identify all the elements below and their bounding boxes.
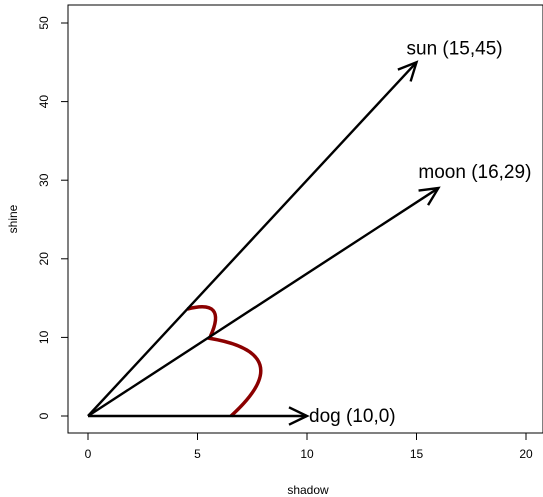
y-axis: 0 10 20 30 40 50 <box>37 16 69 419</box>
y-tick-label: 20 <box>37 252 51 266</box>
x-tick-label: 5 <box>194 447 201 461</box>
y-tick-label: 50 <box>37 16 51 30</box>
moon-vector-label: moon (16,29) <box>418 162 531 183</box>
dog-vector-label: dog (10,0) <box>309 406 396 427</box>
moon-vector-line <box>87 187 440 418</box>
x-tick-label: 15 <box>410 447 424 461</box>
moon-arrowhead <box>418 186 441 206</box>
y-tick-label: 40 <box>37 95 51 109</box>
x-tick-label: 20 <box>519 447 533 461</box>
x-axis: 0 5 10 15 20 <box>85 432 533 461</box>
sun-arrowhead <box>397 60 419 82</box>
sun-vector-line <box>87 61 418 417</box>
angle-arcs <box>186 304 263 418</box>
plot-frame <box>67 4 543 434</box>
y-tick-label: 0 <box>37 412 51 419</box>
y-tick-label: 30 <box>37 173 51 187</box>
angle-arc-moon-dog <box>207 336 263 418</box>
angle-arc-sun-moon <box>186 304 218 338</box>
sun-vector-label: sun (15,45) <box>407 38 503 59</box>
dog-arrowhead <box>288 406 310 426</box>
y-axis-title: shine <box>6 204 20 233</box>
x-tick-label: 10 <box>300 447 314 461</box>
vectors: sun (15,45) moon (16,29) dog (10,0) <box>87 38 531 427</box>
y-tick-label: 10 <box>37 330 51 344</box>
x-axis-title: shadow <box>287 483 329 497</box>
x-tick-label: 0 <box>85 447 92 461</box>
